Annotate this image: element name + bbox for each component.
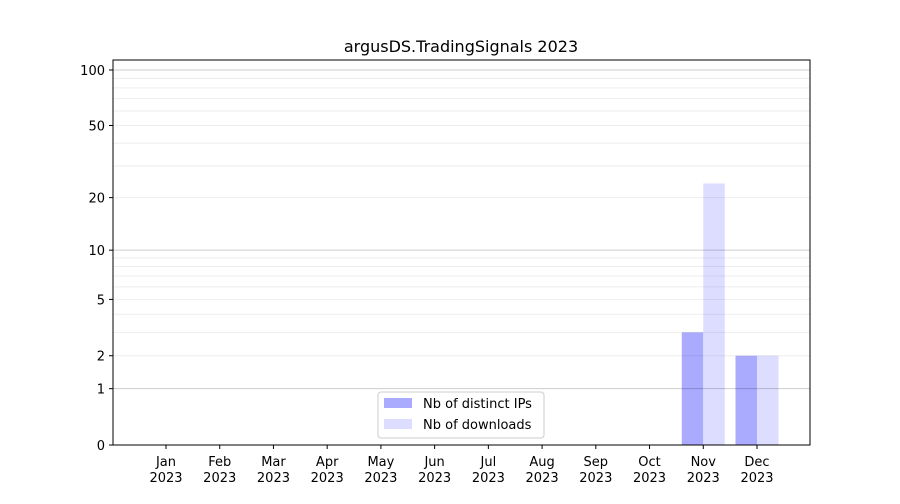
y-tick-label: 2 <box>97 350 105 365</box>
x-tick-label: May 2023 <box>364 455 397 486</box>
legend-swatch <box>384 419 412 429</box>
x-tick-label: Dec 2023 <box>740 455 773 486</box>
chart-title: argusDS.TradingSignals 2023 <box>344 37 578 56</box>
legend: Nb of distinct IPs Nb of downloads <box>377 391 545 439</box>
bar-downloads <box>703 183 725 445</box>
legend-box <box>377 391 545 439</box>
plot-frame <box>112 59 811 446</box>
x-tick-label: Feb 2023 <box>203 455 236 486</box>
bar-distinct-ips <box>735 355 757 445</box>
legend-swatch <box>384 398 412 408</box>
x-tick-label: Apr 2023 <box>311 455 344 486</box>
legend-label: Nb of distinct IPs <box>423 397 532 412</box>
x-tick-label: Jun 2023 <box>418 455 451 486</box>
y-tick-label: 0 <box>97 439 105 454</box>
x-tick-label: Oct 2023 <box>633 455 666 486</box>
bar-downloads <box>757 355 779 445</box>
y-tick-label: 50 <box>88 120 105 135</box>
x-tick-label: Sep 2023 <box>579 455 612 486</box>
x-tick-label: Aug 2023 <box>526 455 559 486</box>
y-tick-label: 10 <box>88 244 105 259</box>
legend-label: Nb of downloads <box>423 418 532 433</box>
y-tick-label: 100 <box>80 64 105 79</box>
y-tick-label: 1 <box>97 383 105 398</box>
x-tick-label: Jan 2023 <box>149 455 182 486</box>
y-tick-label: 5 <box>97 293 105 308</box>
y-tick-label: 20 <box>88 192 105 207</box>
x-tick-label: Nov 2023 <box>687 455 720 486</box>
x-tick-label: Mar 2023 <box>257 455 290 486</box>
bar-distinct-ips <box>681 332 704 445</box>
x-tick-label: Jul 2023 <box>472 455 505 486</box>
